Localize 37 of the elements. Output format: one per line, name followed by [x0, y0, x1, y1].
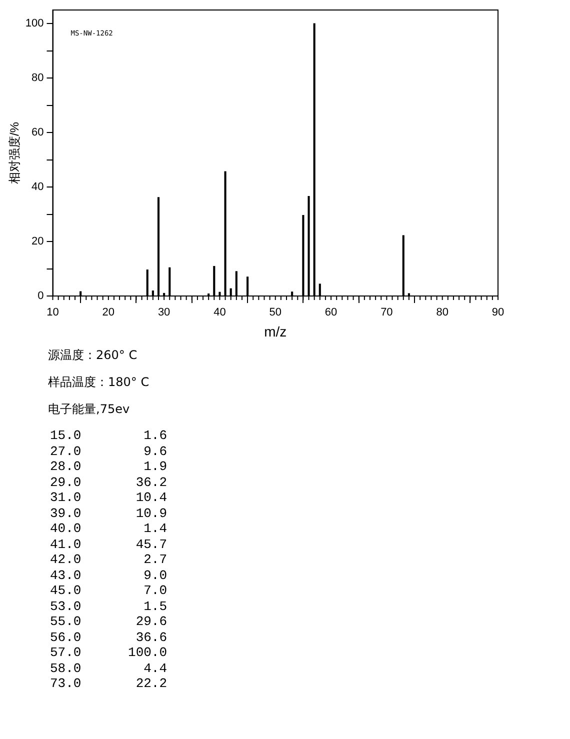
x-tick-label: 10: [46, 306, 59, 319]
y-tick-label: 100: [25, 18, 44, 30]
text: 源温度：260° C: [48, 347, 138, 364]
text: 57.0 100.0: [50, 645, 168, 660]
text: 39.0 10.9: [50, 506, 168, 521]
y-tick-label: 60: [32, 126, 44, 139]
x-tick-label: 40: [214, 306, 226, 319]
text: 15.0 1.6: [50, 428, 168, 444]
text: 31.0 10.4: [50, 490, 168, 506]
x-tick-label: 20: [102, 306, 115, 319]
text: 56.0 36.6: [50, 630, 168, 645]
text: 53.0 1.5: [50, 598, 168, 614]
text: 样品温度：180° C: [48, 374, 150, 391]
y-tick-label: 20: [32, 236, 44, 248]
text: 55.0 29.6: [50, 614, 168, 630]
text: 73.0 22.2: [50, 676, 168, 692]
text: 电子能量,75ev: [48, 401, 131, 418]
y-tick-label: 40: [32, 181, 44, 194]
text: 40.0 1.4: [50, 521, 168, 536]
x-tick-label: 80: [436, 306, 448, 319]
text: 28.0 1.9: [50, 459, 168, 474]
text: 58.0 4.4: [50, 660, 168, 676]
x-axis-title: m/z: [264, 323, 287, 340]
y-tick-label: 0: [38, 290, 44, 302]
x-tick-label: 30: [158, 306, 170, 319]
text: 41.0 45.7: [50, 536, 168, 552]
y-tick-label: 80: [32, 72, 44, 84]
x-tick-label: 90: [492, 306, 504, 319]
y-axis-title: 相对强度/%: [8, 122, 22, 184]
text: 27.0 9.6: [50, 444, 168, 459]
text: 43.0 9.0: [50, 568, 168, 583]
x-tick-label: 50: [269, 306, 282, 319]
text: 42.0 2.7: [50, 552, 168, 568]
text: 45.0 7.0: [50, 583, 168, 598]
x-tick-label: 60: [324, 306, 338, 319]
text: 29.0 36.2: [50, 474, 168, 490]
x-tick-label: 70: [380, 306, 393, 319]
